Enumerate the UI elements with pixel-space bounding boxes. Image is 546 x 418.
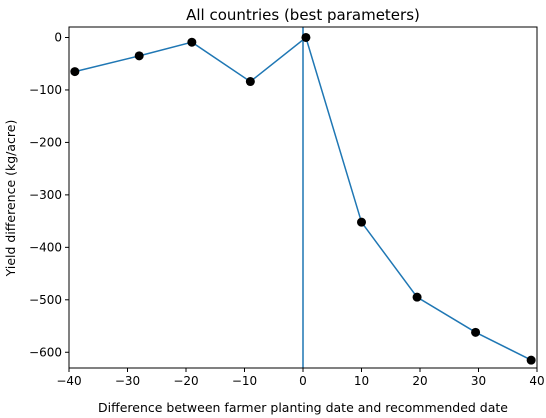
- y-axis: 0 −100 −200 −300 −400 −500 −600: [29, 30, 69, 359]
- plot-area: [70, 27, 536, 368]
- x-tick-label: 0: [299, 374, 307, 388]
- x-tick-label: −20: [173, 374, 198, 388]
- data-point: [526, 355, 536, 365]
- x-axis-label: Difference between farmer planting date …: [98, 400, 508, 415]
- x-tick-label: −30: [115, 374, 140, 388]
- y-axis-label: Yield difference (kg/acre): [3, 120, 18, 278]
- x-axis: −40 −30 −20 −10 0 10 20 30 40: [56, 368, 545, 388]
- x-tick-label: 40: [529, 374, 544, 388]
- y-tick-label: −100: [29, 83, 62, 97]
- chart-title: All countries (best parameters): [186, 6, 420, 24]
- data-point: [357, 217, 366, 227]
- data-point: [187, 37, 197, 47]
- y-tick-label: −200: [29, 135, 62, 149]
- data-point: [412, 292, 422, 302]
- data-point: [471, 327, 481, 337]
- x-tick-label: 10: [354, 374, 369, 388]
- data-point: [301, 32, 311, 42]
- y-tick-label: −300: [29, 188, 62, 202]
- y-tick-label: −400: [29, 240, 62, 254]
- x-tick-label: −10: [232, 374, 257, 388]
- y-tick-label: −500: [29, 293, 62, 307]
- x-tick-label: −40: [56, 374, 81, 388]
- y-tick-label: −600: [29, 345, 62, 359]
- data-point: [134, 51, 144, 61]
- data-point: [245, 77, 255, 87]
- x-tick-label: 30: [471, 374, 486, 388]
- x-tick-label: 20: [412, 374, 427, 388]
- y-tick-label: 0: [54, 30, 62, 44]
- data-point: [70, 67, 80, 77]
